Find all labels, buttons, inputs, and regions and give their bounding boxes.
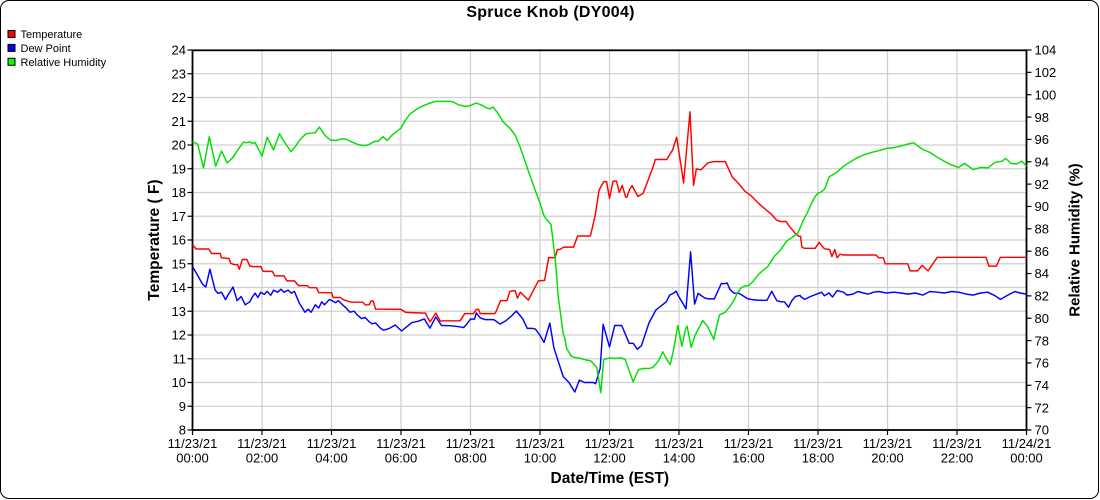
svg-text:19: 19	[172, 161, 186, 176]
svg-text:11/23/21: 11/23/21	[515, 436, 565, 451]
svg-text:23: 23	[172, 67, 186, 82]
svg-text:20: 20	[172, 138, 186, 153]
svg-text:102: 102	[1035, 65, 1057, 80]
svg-text:8: 8	[179, 423, 186, 438]
svg-text:11/23/21: 11/23/21	[724, 436, 774, 451]
svg-text:14:00: 14:00	[663, 450, 696, 465]
svg-text:22: 22	[172, 90, 186, 105]
svg-text:100: 100	[1035, 87, 1057, 102]
svg-text:11/23/21: 11/23/21	[863, 436, 913, 451]
svg-text:74: 74	[1035, 378, 1049, 393]
svg-text:Relative Humidity (%): Relative Humidity (%)	[1067, 163, 1084, 316]
svg-text:16: 16	[172, 233, 186, 248]
svg-text:86: 86	[1035, 244, 1049, 259]
svg-text:00:00: 00:00	[1010, 450, 1043, 465]
svg-text:Temperature ( F): Temperature ( F)	[146, 179, 163, 300]
svg-text:16:00: 16:00	[732, 450, 765, 465]
svg-text:Dew Point: Dew Point	[21, 43, 71, 55]
svg-text:11/23/21: 11/23/21	[932, 436, 982, 451]
svg-text:11/24/21: 11/24/21	[1002, 436, 1052, 451]
svg-text:13: 13	[172, 304, 186, 319]
svg-text:08:00: 08:00	[454, 450, 487, 465]
svg-text:17: 17	[172, 209, 186, 224]
svg-text:Temperature: Temperature	[21, 29, 83, 41]
svg-text:92: 92	[1035, 177, 1049, 192]
svg-text:06:00: 06:00	[385, 450, 418, 465]
svg-text:84: 84	[1035, 266, 1049, 281]
svg-text:20:00: 20:00	[871, 450, 904, 465]
svg-text:80: 80	[1035, 311, 1049, 326]
svg-text:11/23/21: 11/23/21	[654, 436, 704, 451]
svg-text:15: 15	[172, 256, 186, 271]
svg-text:76: 76	[1035, 356, 1049, 371]
svg-text:Date/Time (EST): Date/Time (EST)	[551, 470, 670, 487]
svg-text:104: 104	[1035, 43, 1057, 58]
svg-text:11/23/21: 11/23/21	[446, 436, 496, 451]
svg-text:10: 10	[172, 375, 186, 390]
svg-text:98: 98	[1035, 110, 1049, 125]
svg-text:11/23/21: 11/23/21	[168, 436, 218, 451]
svg-text:94: 94	[1035, 155, 1049, 170]
svg-text:22:00: 22:00	[941, 450, 974, 465]
svg-text:88: 88	[1035, 222, 1049, 237]
svg-text:14: 14	[172, 280, 186, 295]
svg-text:18:00: 18:00	[802, 450, 835, 465]
svg-text:02:00: 02:00	[246, 450, 279, 465]
svg-text:11/23/21: 11/23/21	[376, 436, 426, 451]
svg-text:11/23/21: 11/23/21	[237, 436, 287, 451]
svg-text:24: 24	[172, 43, 186, 58]
svg-text:11/23/21: 11/23/21	[307, 436, 357, 451]
svg-text:72: 72	[1035, 400, 1049, 415]
svg-text:12: 12	[172, 328, 186, 343]
svg-text:11/23/21: 11/23/21	[585, 436, 635, 451]
svg-text:82: 82	[1035, 289, 1049, 304]
svg-text:78: 78	[1035, 333, 1049, 348]
svg-text:10:00: 10:00	[524, 450, 557, 465]
svg-text:90: 90	[1035, 199, 1049, 214]
svg-text:12:00: 12:00	[593, 450, 626, 465]
svg-text:21: 21	[172, 114, 186, 129]
svg-text:00:00: 00:00	[176, 450, 209, 465]
svg-text:18: 18	[172, 185, 186, 200]
svg-text:70: 70	[1035, 423, 1049, 438]
svg-text:Relative Humidity: Relative Humidity	[21, 57, 107, 69]
svg-text:96: 96	[1035, 132, 1049, 147]
svg-text:9: 9	[179, 399, 186, 414]
svg-text:11/23/21: 11/23/21	[793, 436, 843, 451]
svg-text:Spruce Knob (DY004): Spruce Knob (DY004)	[466, 4, 634, 21]
svg-text:04:00: 04:00	[315, 450, 348, 465]
svg-text:11: 11	[173, 351, 187, 366]
